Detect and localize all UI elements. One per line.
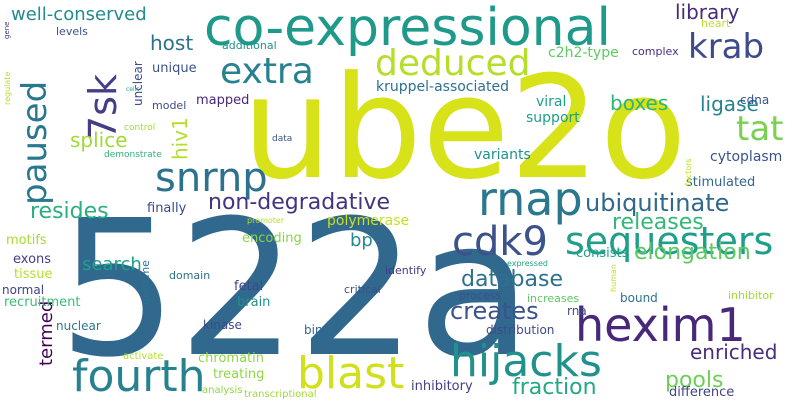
word: blast: [297, 348, 405, 399]
word: control: [124, 123, 156, 133]
word: fourth: [72, 351, 206, 402]
word: promoter: [247, 216, 285, 225]
word: ligase: [700, 92, 759, 116]
word: co-expressional: [204, 0, 611, 58]
word: unclear: [131, 61, 145, 106]
word: resides: [30, 199, 109, 224]
word: recruitment: [4, 295, 81, 310]
word: exons: [13, 252, 52, 267]
word: inhibitor: [728, 289, 774, 302]
word: 522a: [58, 180, 533, 399]
word: kinase: [203, 318, 242, 332]
word: consists: [576, 246, 629, 261]
word: c2h2-type: [548, 45, 619, 61]
word: human: [609, 264, 618, 292]
word: critical: [344, 283, 381, 296]
word: activate: [123, 351, 164, 362]
word: expressed: [507, 259, 548, 268]
word: increases: [527, 292, 580, 305]
word: elongation: [634, 240, 751, 265]
word: process: [459, 289, 502, 302]
word: levels: [56, 25, 88, 38]
word: variants: [474, 147, 531, 163]
word: kruppel-associated: [376, 79, 509, 95]
word: inhibitory: [411, 379, 473, 394]
word: library: [675, 0, 740, 24]
word: support: [526, 110, 580, 126]
word: heart: [701, 17, 731, 30]
word: domain: [169, 269, 211, 282]
word: additional: [222, 39, 277, 52]
word: search: [82, 254, 142, 275]
word: enriched: [690, 340, 778, 364]
word: sequesters: [565, 219, 774, 263]
word: finally: [147, 201, 187, 216]
word: creates: [450, 297, 539, 325]
word: snrnp: [155, 155, 268, 201]
word: complex: [632, 45, 679, 58]
word: nuclear: [56, 319, 101, 333]
word: stimulated: [686, 175, 756, 190]
word: chromatin: [198, 351, 264, 366]
word: hijacks: [450, 336, 602, 387]
word: polymerase: [327, 213, 410, 229]
word: hexim1: [575, 298, 746, 352]
word: mapped: [196, 93, 250, 108]
word: well-conserved: [11, 4, 147, 25]
word: boxes: [610, 91, 669, 115]
word: splice: [70, 128, 128, 152]
word: brain: [237, 295, 271, 310]
word: pools: [665, 368, 724, 393]
word: factors: [684, 158, 693, 186]
word: termed: [36, 300, 57, 366]
word: tissue: [14, 267, 53, 282]
word: fraction: [512, 375, 597, 400]
word: cells: [126, 86, 140, 93]
word: genome: [139, 260, 152, 305]
word: model: [152, 99, 187, 112]
word: cdk9: [452, 219, 548, 265]
word: cdna: [740, 93, 770, 107]
word: paused: [15, 80, 55, 205]
word: treating: [213, 367, 265, 382]
word: krab: [688, 27, 765, 67]
word: data: [272, 134, 293, 144]
word: tat: [736, 109, 784, 149]
word: extra: [220, 51, 314, 92]
word: bp: [350, 230, 373, 251]
word: database: [461, 267, 563, 292]
word: transcriptional: [244, 389, 317, 400]
word: rnap: [478, 172, 583, 226]
word: demonstrate: [104, 150, 162, 160]
word: unique: [152, 61, 197, 76]
word: hiv1: [168, 117, 192, 160]
word: ube2o: [242, 46, 687, 211]
word: difference: [669, 385, 735, 400]
word: host: [150, 31, 194, 55]
word: rna: [567, 304, 587, 318]
word: bound: [620, 291, 658, 305]
word: gene: [3, 21, 11, 40]
word: non-degradative: [208, 190, 391, 215]
word: binds: [304, 323, 337, 337]
word: viral: [536, 94, 567, 110]
word: analysis: [202, 385, 243, 396]
word: motifs: [6, 233, 47, 248]
word: cytoplasm: [710, 149, 783, 165]
word: normal: [2, 283, 45, 297]
word: deduced: [375, 43, 531, 84]
word: encoding: [242, 231, 302, 246]
word: fetal: [234, 279, 264, 294]
word: distribution: [486, 323, 555, 337]
word: regulate: [3, 71, 12, 105]
word: identify: [385, 264, 427, 277]
word: releases: [612, 210, 704, 235]
word: ubiquitinate: [585, 189, 730, 217]
